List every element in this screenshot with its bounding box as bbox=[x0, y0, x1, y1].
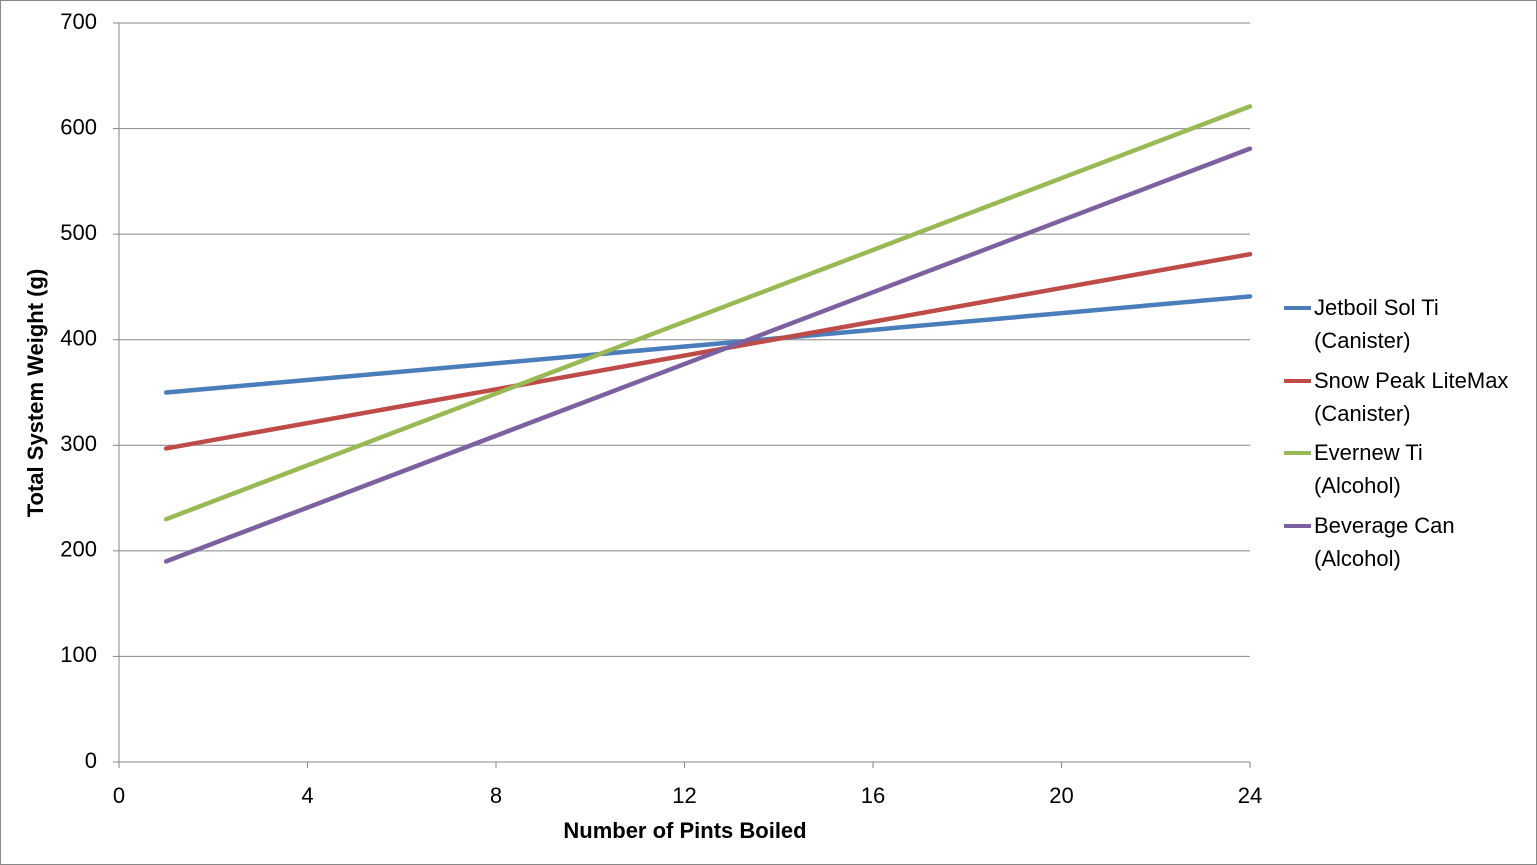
legend-entry: Beverage Can (Alcohol) bbox=[1284, 509, 1455, 575]
y-tick-label: 600 bbox=[60, 114, 97, 139]
legend-swatch bbox=[1284, 306, 1311, 310]
series-line bbox=[163, 294, 1253, 395]
legend-entry: Evernew Ti (Alcohol) bbox=[1284, 436, 1423, 502]
x-tick-label: 12 bbox=[672, 783, 696, 808]
series-line bbox=[163, 146, 1253, 564]
y-tick-label: 100 bbox=[60, 642, 97, 667]
legend-swatch bbox=[1284, 451, 1311, 455]
legend-label: Snow Peak LiteMax (Canister) bbox=[1314, 367, 1509, 426]
y-tick-label: 200 bbox=[60, 537, 97, 562]
x-tick-label: 16 bbox=[861, 783, 885, 808]
y-tick-label: 0 bbox=[85, 748, 97, 773]
legend-entry: Jetboil Sol Ti (Canister) bbox=[1284, 291, 1439, 357]
x-tick-label: 8 bbox=[490, 783, 502, 808]
legend-entry: Snow Peak LiteMax (Canister) bbox=[1284, 364, 1508, 430]
x-tick-label: 24 bbox=[1238, 783, 1262, 808]
legend-label: Beverage Can (Alcohol) bbox=[1314, 512, 1455, 571]
y-tick-label: 400 bbox=[60, 326, 97, 351]
series-line bbox=[163, 104, 1253, 522]
y-tick-label: 500 bbox=[60, 220, 97, 245]
x-tick-label: 0 bbox=[113, 783, 125, 808]
legend-swatch bbox=[1284, 523, 1311, 528]
series-line bbox=[163, 251, 1253, 451]
y-axis-title: Total System Weight (g) bbox=[23, 269, 48, 518]
x-axis-title: Number of Pints Boiled bbox=[563, 818, 806, 843]
legend-swatch bbox=[1284, 378, 1311, 383]
x-tick-label: 20 bbox=[1049, 783, 1073, 808]
y-tick-label: 700 bbox=[60, 9, 97, 34]
legend-label: Evernew Ti (Alcohol) bbox=[1314, 440, 1423, 498]
legend-label: Jetboil Sol Ti (Canister) bbox=[1314, 295, 1439, 353]
y-tick-label: 300 bbox=[60, 431, 97, 456]
x-tick-label: 4 bbox=[301, 783, 313, 808]
